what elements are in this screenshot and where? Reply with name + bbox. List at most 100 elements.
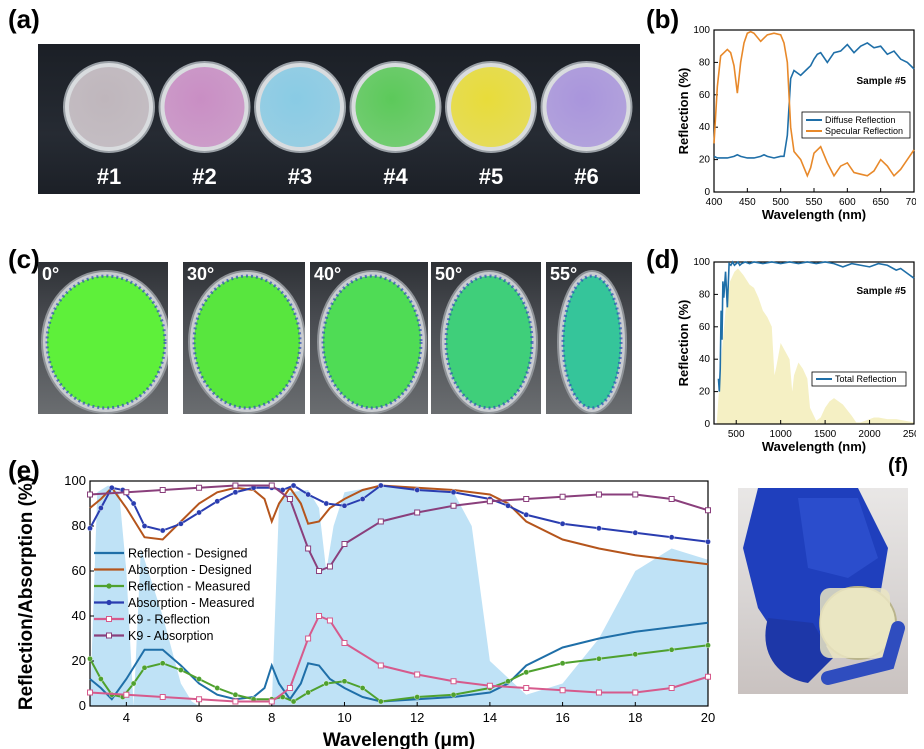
chart-annotation: Sample #5 — [857, 286, 907, 297]
data-point — [178, 667, 184, 673]
angle-photo: 50° — [431, 262, 541, 414]
data-point — [414, 487, 420, 493]
y-tick-label: 20 — [699, 155, 711, 166]
y-tick-label: 20 — [699, 387, 711, 398]
data-point — [109, 484, 115, 491]
data-point — [595, 491, 602, 498]
data-point — [159, 694, 166, 700]
sample-film — [164, 67, 245, 147]
data-point — [559, 687, 566, 694]
data-point — [559, 493, 566, 500]
y-tick-label: 40 — [72, 608, 86, 623]
data-point — [305, 545, 312, 552]
film-disc — [194, 276, 300, 408]
data-point — [705, 507, 711, 514]
x-tick-label: 2000 — [858, 429, 881, 440]
legend-marker — [106, 632, 112, 639]
data-point — [214, 498, 221, 505]
data-point — [196, 509, 202, 516]
sample-film — [69, 67, 149, 147]
legend-label: Absorption - Designed — [128, 563, 252, 577]
data-point — [559, 660, 566, 667]
data-point — [290, 698, 297, 705]
y-tick-label: 100 — [693, 25, 710, 36]
sample-film — [546, 67, 627, 147]
data-point — [323, 680, 330, 687]
data-point — [141, 523, 148, 529]
data-point — [596, 655, 602, 662]
data-point — [87, 689, 93, 696]
panel-label-c: (c) — [8, 244, 40, 274]
data-point — [290, 482, 297, 489]
y-axis-title: Reflection/Absorption (%) — [16, 477, 37, 710]
angle-label: 55° — [550, 264, 578, 284]
series-line — [89, 621, 709, 703]
data-point — [523, 669, 530, 676]
data-point — [87, 491, 93, 498]
data-point — [705, 673, 711, 680]
film-edge — [321, 274, 423, 410]
film-disc — [323, 276, 421, 408]
plot-frame — [713, 261, 915, 425]
plot-frame — [713, 29, 915, 193]
data-point — [668, 496, 675, 502]
angle-photo: 30° — [183, 262, 305, 414]
x-tick-label: 550 — [806, 197, 823, 208]
data-point — [305, 635, 312, 642]
sample-film — [260, 67, 340, 147]
panel-label-a: (a) — [8, 4, 40, 34]
panel-label-e: (e) — [8, 455, 40, 485]
data-point — [341, 640, 348, 646]
data-point — [232, 698, 239, 705]
y-axis-title: Reflection (%) — [676, 68, 691, 155]
y-tick-label: 40 — [699, 122, 711, 133]
film-edge — [192, 274, 302, 410]
data-point — [286, 496, 293, 502]
legend-label: Total Reflection — [835, 374, 897, 384]
x-tick-label: 500 — [728, 429, 745, 440]
data-point — [232, 482, 239, 489]
x-tick-label: 700 — [906, 197, 916, 208]
data-point — [196, 484, 203, 491]
data-point — [87, 655, 93, 662]
y-tick-label: 80 — [699, 57, 711, 68]
data-point — [359, 496, 366, 502]
data-point — [523, 685, 530, 691]
sample-film — [451, 67, 531, 147]
x-tick-label: 1500 — [814, 429, 837, 440]
data-point — [450, 502, 457, 509]
y-tick-label: 100 — [64, 473, 86, 488]
samples-photo-svg: #1 #2 #3 #4 #5 #6 — [63, 61, 633, 189]
legend-label: Reflection - Measured — [128, 580, 250, 594]
plot-frame — [89, 480, 709, 707]
data-point — [123, 691, 130, 698]
y-tick-label: 60 — [699, 322, 711, 333]
x-tick-label: 1000 — [770, 429, 793, 440]
data-point — [305, 491, 311, 498]
chart-b: 400 450 500 550 600 650 700 0 20 40 60 80 100 Wavelen… — [676, 25, 916, 222]
data-point — [450, 678, 457, 685]
data-point — [326, 617, 333, 624]
y-tick-label: 60 — [699, 90, 711, 101]
panel-label-d: (d) — [646, 244, 680, 274]
angle-label: 50° — [435, 264, 463, 284]
film-edge — [444, 274, 534, 410]
data-point — [130, 500, 137, 507]
data-point — [450, 691, 457, 698]
data-point — [523, 511, 530, 518]
data-point — [632, 651, 639, 658]
angle-label: 0° — [42, 264, 60, 284]
data-point — [286, 685, 293, 691]
sample-label: #2 — [192, 164, 216, 189]
film-edge — [561, 274, 623, 410]
data-point — [323, 500, 330, 507]
data-point — [596, 525, 602, 532]
data-point — [378, 698, 384, 705]
data-point — [305, 689, 311, 696]
data-point — [268, 482, 275, 489]
angle-label: 40° — [314, 264, 342, 284]
panel-label-f: (f) — [888, 455, 908, 477]
x-tick-label: 600 — [839, 197, 856, 208]
x-tick-label: 10 — [337, 710, 351, 725]
